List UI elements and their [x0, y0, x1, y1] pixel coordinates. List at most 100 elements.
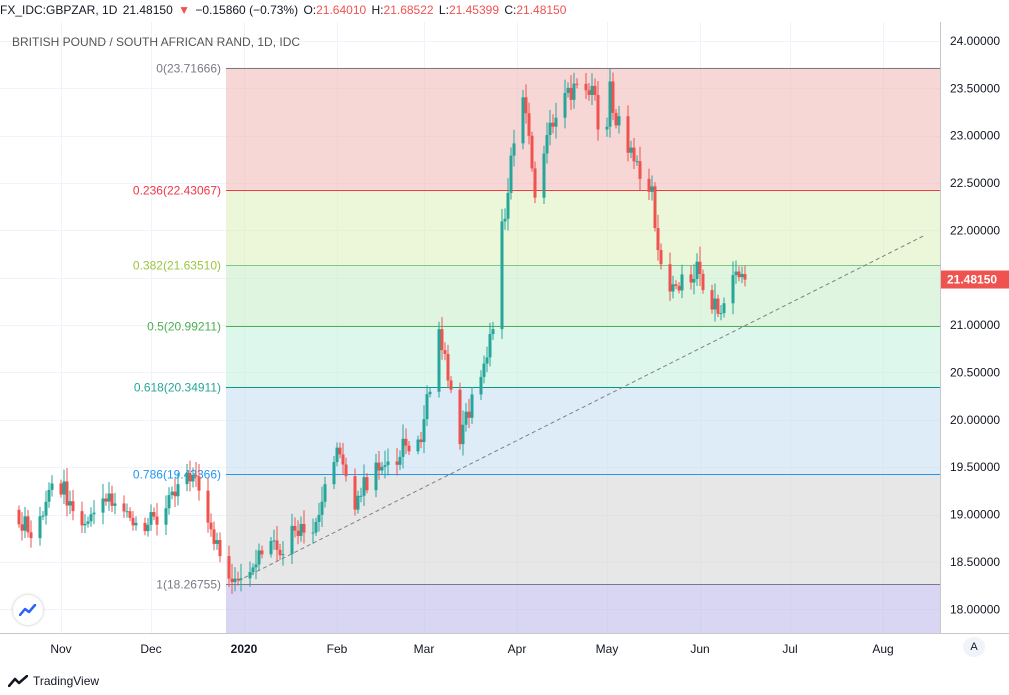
candle-body	[407, 445, 411, 452]
candle-body	[488, 334, 492, 358]
candle-body	[122, 503, 126, 512]
candle-body	[299, 523, 303, 536]
candle-body	[401, 438, 405, 457]
candle	[317, 502, 321, 532]
fib-zone	[226, 583, 940, 633]
candle	[146, 517, 150, 537]
candle-body	[734, 271, 738, 276]
candle	[314, 517, 318, 536]
candle-body	[425, 394, 429, 420]
candle	[437, 321, 441, 398]
candle-body	[62, 481, 66, 495]
candle	[170, 486, 174, 500]
candle	[89, 507, 93, 527]
symbol-label[interactable]: FX_IDC:GBPZAR, 1D	[0, 3, 118, 17]
candle	[701, 269, 705, 294]
footer-brand[interactable]: TradingView	[8, 671, 99, 691]
time-tick-label: Mar	[414, 642, 435, 656]
candle-body	[605, 126, 609, 130]
candle	[446, 344, 450, 388]
candle	[356, 490, 360, 514]
candle	[92, 500, 96, 525]
candle-body	[719, 313, 723, 315]
candle-body	[491, 329, 495, 335]
candle-body	[71, 501, 75, 512]
candle	[692, 264, 696, 295]
candle-body	[428, 391, 432, 395]
candle-body	[614, 112, 618, 126]
candle	[47, 482, 51, 508]
candle-body	[482, 363, 486, 377]
candle	[86, 516, 90, 528]
time-axis[interactable]: Nov Dec 2020 Feb Mar Apr May Jun Jul Aug	[50, 642, 893, 656]
candle	[563, 79, 567, 129]
candle	[458, 382, 462, 450]
candle	[647, 168, 651, 200]
candle-body	[533, 168, 537, 198]
candle	[710, 284, 714, 314]
price-tick-label: 22.00000	[950, 223, 1000, 237]
candle	[281, 541, 285, 566]
candle	[365, 473, 369, 494]
candle	[104, 493, 108, 506]
price-tick-label: 23.50000	[950, 81, 1000, 95]
candle-body	[197, 476, 201, 491]
candle	[422, 405, 426, 454]
candle-body	[374, 462, 378, 491]
candle	[632, 137, 636, 169]
candle	[482, 355, 486, 384]
fib-level-label: 1(18.26755)	[156, 578, 221, 592]
candle-body	[164, 508, 168, 525]
candle-body	[386, 461, 390, 466]
candle-body	[479, 376, 483, 395]
candle-body	[575, 83, 579, 85]
candle-body	[341, 454, 345, 465]
candle	[275, 526, 279, 562]
time-tick-label: Jun	[690, 642, 709, 656]
candle	[167, 487, 171, 515]
auto-scale-button[interactable]: A	[963, 637, 985, 657]
candle	[509, 147, 513, 200]
candle-body	[278, 549, 282, 556]
candle-body	[293, 525, 297, 531]
candle-body	[524, 97, 528, 114]
candle-body	[395, 461, 399, 465]
candle	[215, 532, 219, 550]
candle-body	[446, 353, 450, 381]
candle	[689, 265, 693, 290]
candle-body	[38, 516, 42, 539]
time-tick-label: Feb	[327, 642, 348, 656]
candle	[596, 80, 600, 141]
candle	[617, 106, 621, 134]
candle	[194, 462, 198, 487]
trend-line[interactable]	[237, 234, 926, 582]
candle	[26, 509, 30, 538]
candle	[512, 129, 516, 167]
candle	[20, 512, 24, 541]
candle-body	[590, 85, 594, 95]
price-axis[interactable]: 18.00000 18.50000 19.00000 19.50000 20.00000…	[950, 34, 1000, 616]
candle-body	[206, 490, 210, 523]
candle	[464, 403, 468, 432]
candle	[608, 68, 612, 138]
candle	[449, 376, 453, 394]
candle-body	[353, 476, 357, 510]
candle	[593, 78, 597, 101]
price-tick-label: 24.00000	[950, 34, 1000, 48]
candle	[638, 146, 642, 191]
price-chart[interactable]: 0(23.71666) 0.236(22.43067) 0.382(21.63510…	[0, 22, 1009, 662]
candle-body	[128, 511, 132, 518]
candle	[272, 529, 276, 550]
candle-body	[422, 419, 426, 443]
candle	[155, 503, 159, 536]
candle-body	[569, 87, 573, 100]
candle-body	[218, 540, 222, 557]
candle-body	[320, 501, 324, 515]
candle	[278, 543, 282, 560]
tradingview-logo-icon[interactable]	[13, 595, 43, 625]
candle	[506, 178, 510, 231]
candle	[122, 495, 126, 518]
candle	[554, 102, 558, 139]
candle-body	[365, 477, 369, 491]
candle-body	[470, 394, 474, 418]
